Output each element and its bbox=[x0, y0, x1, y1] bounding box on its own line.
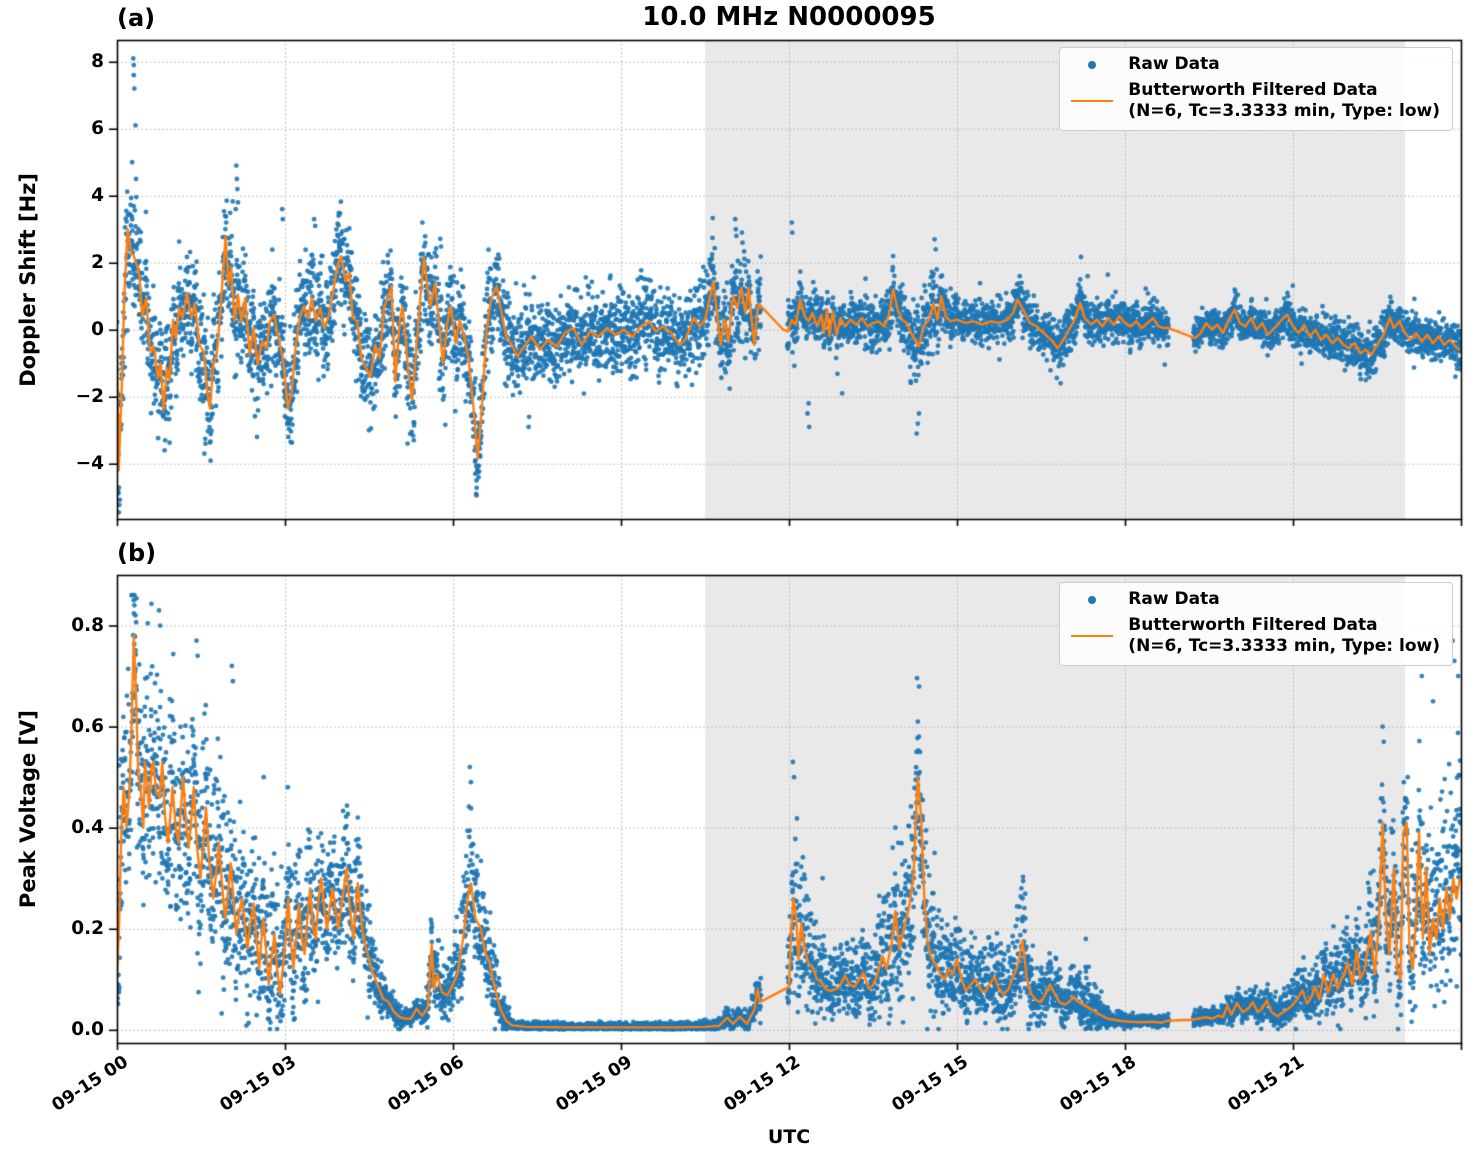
y-tick-label: 0.8 bbox=[71, 614, 104, 636]
figure-title: 10.0 MHz N0000095 bbox=[642, 2, 936, 32]
y-tick-label: 0.0 bbox=[71, 1018, 104, 1040]
y-tick-label: 0.4 bbox=[71, 816, 104, 838]
raw-data-dot-icon bbox=[1070, 595, 1114, 604]
filtered-line-icon bbox=[1070, 100, 1114, 102]
panel-b-letter: (b) bbox=[117, 539, 157, 567]
y-axis-label-doppler: Doppler Shift [Hz] bbox=[16, 172, 40, 387]
y-tick-label: 8 bbox=[91, 50, 104, 72]
y-tick-label: 0.6 bbox=[71, 715, 104, 737]
raw-data-dot-icon bbox=[1070, 60, 1114, 69]
y-tick-label: 6 bbox=[91, 117, 104, 139]
y-tick-label: 0.2 bbox=[71, 917, 104, 939]
legend-entry-filtered: Butterworth Filtered Data (N=6, Tc=3.333… bbox=[1070, 80, 1440, 122]
legend-entry-raw: Raw Data bbox=[1070, 54, 1440, 75]
legend-entry-filtered: Butterworth Filtered Data (N=6, Tc=3.333… bbox=[1070, 615, 1440, 657]
panel-a-letter: (a) bbox=[117, 4, 156, 32]
y-tick-label: 2 bbox=[91, 251, 104, 273]
legend-raw-label: Raw Data bbox=[1128, 54, 1220, 74]
legend-panel-a: Raw Data Butterworth Filtered Data (N=6,… bbox=[1059, 47, 1453, 131]
legend-raw-label: Raw Data bbox=[1128, 589, 1220, 609]
legend-panel-b: Raw Data Butterworth Filtered Data (N=6,… bbox=[1059, 582, 1453, 666]
y-axis-label-voltage: Peak Voltage [V] bbox=[16, 709, 40, 909]
legend-filtered-label: Butterworth Filtered Data (N=6, Tc=3.333… bbox=[1128, 615, 1440, 656]
y-tick-label: −2 bbox=[75, 385, 104, 407]
legend-entry-raw: Raw Data bbox=[1070, 589, 1440, 610]
legend-filtered-label: Butterworth Filtered Data (N=6, Tc=3.333… bbox=[1128, 80, 1440, 121]
y-tick-label: −4 bbox=[75, 452, 104, 474]
x-axis-label: UTC bbox=[767, 1126, 811, 1148]
filtered-line-icon bbox=[1070, 635, 1114, 637]
y-tick-label: 4 bbox=[91, 184, 104, 206]
y-tick-label: 0 bbox=[91, 318, 104, 340]
